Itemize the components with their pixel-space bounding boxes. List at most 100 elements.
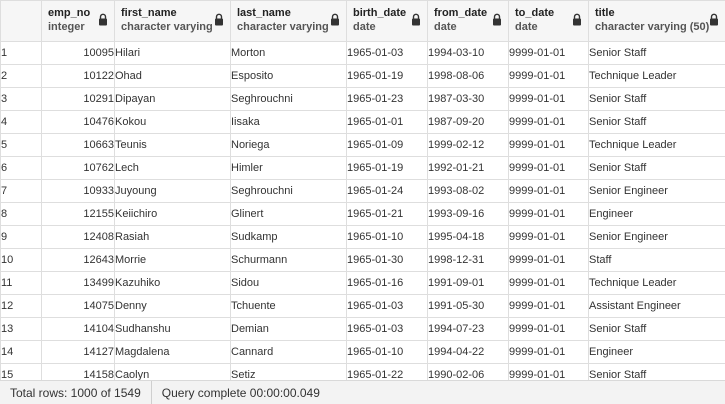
- cell-from-date[interactable]: 1993-09-16: [427, 202, 509, 226]
- cell-last-name[interactable]: Morton: [230, 41, 347, 65]
- column-header-last_name[interactable]: last_name character varying: [230, 0, 347, 42]
- cell-to-date[interactable]: 9999-01-01: [508, 179, 589, 203]
- cell-birth-date[interactable]: 1965-01-01: [346, 110, 428, 134]
- table-row[interactable]: 10 12643 Morrie Schurmann 1965-01-30 1998-12-…: [0, 248, 725, 272]
- row-number-header[interactable]: [0, 0, 42, 42]
- row-number[interactable]: 4: [0, 110, 42, 134]
- cell-emp-no[interactable]: 12155: [41, 202, 115, 226]
- cell-first-name[interactable]: Teunis: [114, 133, 231, 157]
- cell-last-name[interactable]: Sudkamp: [230, 225, 347, 249]
- cell-title[interactable]: Engineer: [588, 340, 725, 364]
- cell-first-name[interactable]: Keiichiro: [114, 202, 231, 226]
- cell-first-name[interactable]: Denny: [114, 294, 231, 318]
- table-row[interactable]: 8 12155 Keiichiro Glinert 1965-01-21 1993-09-…: [0, 202, 725, 226]
- cell-emp-no[interactable]: 10095: [41, 41, 115, 65]
- table-row[interactable]: 3 10291 Dipayan Seghrouchni 1965-01-23 1987-0…: [0, 87, 725, 111]
- cell-last-name[interactable]: Cannard: [230, 340, 347, 364]
- table-row[interactable]: 6 10762 Lech Himler 1965-01-19 1992-01-21 9999…: [0, 156, 725, 180]
- row-number[interactable]: 3: [0, 87, 42, 111]
- cell-to-date[interactable]: 9999-01-01: [508, 248, 589, 272]
- cell-to-date[interactable]: 9999-01-01: [508, 110, 589, 134]
- cell-to-date[interactable]: 9999-01-01: [508, 317, 589, 341]
- cell-first-name[interactable]: Kokou: [114, 110, 231, 134]
- cell-from-date[interactable]: 1995-04-18: [427, 225, 509, 249]
- cell-first-name[interactable]: Sudhanshu: [114, 317, 231, 341]
- cell-emp-no[interactable]: 10476: [41, 110, 115, 134]
- cell-from-date[interactable]: 1994-03-10: [427, 41, 509, 65]
- cell-first-name[interactable]: Caolyn: [114, 363, 231, 380]
- cell-title[interactable]: Senior Engineer: [588, 225, 725, 249]
- cell-to-date[interactable]: 9999-01-01: [508, 64, 589, 88]
- cell-emp-no[interactable]: 10291: [41, 87, 115, 111]
- row-number[interactable]: 6: [0, 156, 42, 180]
- cell-title[interactable]: Senior Staff: [588, 110, 725, 134]
- row-number[interactable]: 12: [0, 294, 42, 318]
- row-number[interactable]: 2: [0, 64, 42, 88]
- cell-from-date[interactable]: 1998-12-31: [427, 248, 509, 272]
- cell-emp-no[interactable]: 10663: [41, 133, 115, 157]
- cell-birth-date[interactable]: 1965-01-24: [346, 179, 428, 203]
- cell-from-date[interactable]: 1991-05-30: [427, 294, 509, 318]
- cell-from-date[interactable]: 1994-07-23: [427, 317, 509, 341]
- cell-last-name[interactable]: Iisaka: [230, 110, 347, 134]
- table-row[interactable]: 5 10663 Teunis Noriega 1965-01-09 1999-02-12 9…: [0, 133, 725, 157]
- column-header-birth_date[interactable]: birth_date date: [346, 0, 428, 42]
- cell-title[interactable]: Senior Staff: [588, 317, 725, 341]
- cell-last-name[interactable]: Seghrouchni: [230, 179, 347, 203]
- cell-from-date[interactable]: 1990-02-06: [427, 363, 509, 380]
- cell-title[interactable]: Assistant Engineer: [588, 294, 725, 318]
- cell-from-date[interactable]: 1991-09-01: [427, 271, 509, 295]
- cell-emp-no[interactable]: 14127: [41, 340, 115, 364]
- results-grid[interactable]: emp_no integer first_name character varying…: [0, 0, 725, 380]
- cell-title[interactable]: Senior Staff: [588, 363, 725, 380]
- cell-title[interactable]: Senior Staff: [588, 87, 725, 111]
- column-header-emp_no[interactable]: emp_no integer: [41, 0, 115, 42]
- cell-first-name[interactable]: Juyoung: [114, 179, 231, 203]
- cell-birth-date[interactable]: 1965-01-03: [346, 294, 428, 318]
- cell-to-date[interactable]: 9999-01-01: [508, 156, 589, 180]
- cell-emp-no[interactable]: 14104: [41, 317, 115, 341]
- cell-last-name[interactable]: Demian: [230, 317, 347, 341]
- cell-emp-no[interactable]: 12408: [41, 225, 115, 249]
- cell-last-name[interactable]: Sidou: [230, 271, 347, 295]
- cell-first-name[interactable]: Kazuhiko: [114, 271, 231, 295]
- cell-emp-no[interactable]: 10762: [41, 156, 115, 180]
- row-number[interactable]: 11: [0, 271, 42, 295]
- cell-title[interactable]: Technique Leader: [588, 133, 725, 157]
- row-number[interactable]: 1: [0, 41, 42, 65]
- table-row[interactable]: 9 12408 Rasiah Sudkamp 1965-01-10 1995-04-18 9…: [0, 225, 725, 249]
- row-number[interactable]: 13: [0, 317, 42, 341]
- cell-first-name[interactable]: Ohad: [114, 64, 231, 88]
- table-row[interactable]: 14 14127 Magdalena Cannard 1965-01-10 1994-04…: [0, 340, 725, 364]
- cell-last-name[interactable]: Tchuente: [230, 294, 347, 318]
- cell-last-name[interactable]: Glinert: [230, 202, 347, 226]
- cell-birth-date[interactable]: 1965-01-30: [346, 248, 428, 272]
- cell-last-name[interactable]: Esposito: [230, 64, 347, 88]
- cell-to-date[interactable]: 9999-01-01: [508, 202, 589, 226]
- cell-birth-date[interactable]: 1965-01-19: [346, 64, 428, 88]
- cell-birth-date[interactable]: 1965-01-10: [346, 225, 428, 249]
- cell-title[interactable]: Engineer: [588, 202, 725, 226]
- cell-emp-no[interactable]: 12643: [41, 248, 115, 272]
- row-number[interactable]: 10: [0, 248, 42, 272]
- row-number[interactable]: 15: [0, 363, 42, 380]
- row-number[interactable]: 5: [0, 133, 42, 157]
- cell-birth-date[interactable]: 1965-01-10: [346, 340, 428, 364]
- cell-first-name[interactable]: Rasiah: [114, 225, 231, 249]
- cell-birth-date[interactable]: 1965-01-23: [346, 87, 428, 111]
- cell-emp-no[interactable]: 10933: [41, 179, 115, 203]
- cell-from-date[interactable]: 1998-08-06: [427, 64, 509, 88]
- column-header-from_date[interactable]: from_date date: [427, 0, 509, 42]
- cell-birth-date[interactable]: 1965-01-16: [346, 271, 428, 295]
- cell-emp-no[interactable]: 14075: [41, 294, 115, 318]
- table-row[interactable]: 11 13499 Kazuhiko Sidou 1965-01-16 1991-09-01…: [0, 271, 725, 295]
- cell-from-date[interactable]: 1999-02-12: [427, 133, 509, 157]
- cell-emp-no[interactable]: 13499: [41, 271, 115, 295]
- cell-title[interactable]: Staff: [588, 248, 725, 272]
- cell-emp-no[interactable]: 14158: [41, 363, 115, 380]
- column-header-title[interactable]: title character varying (50): [588, 0, 725, 42]
- table-row[interactable]: 15 14158 Caolyn Setiz 1965-01-22 1990-02-06 99…: [0, 363, 725, 380]
- cell-birth-date[interactable]: 1965-01-03: [346, 41, 428, 65]
- cell-birth-date[interactable]: 1965-01-09: [346, 133, 428, 157]
- cell-birth-date[interactable]: 1965-01-21: [346, 202, 428, 226]
